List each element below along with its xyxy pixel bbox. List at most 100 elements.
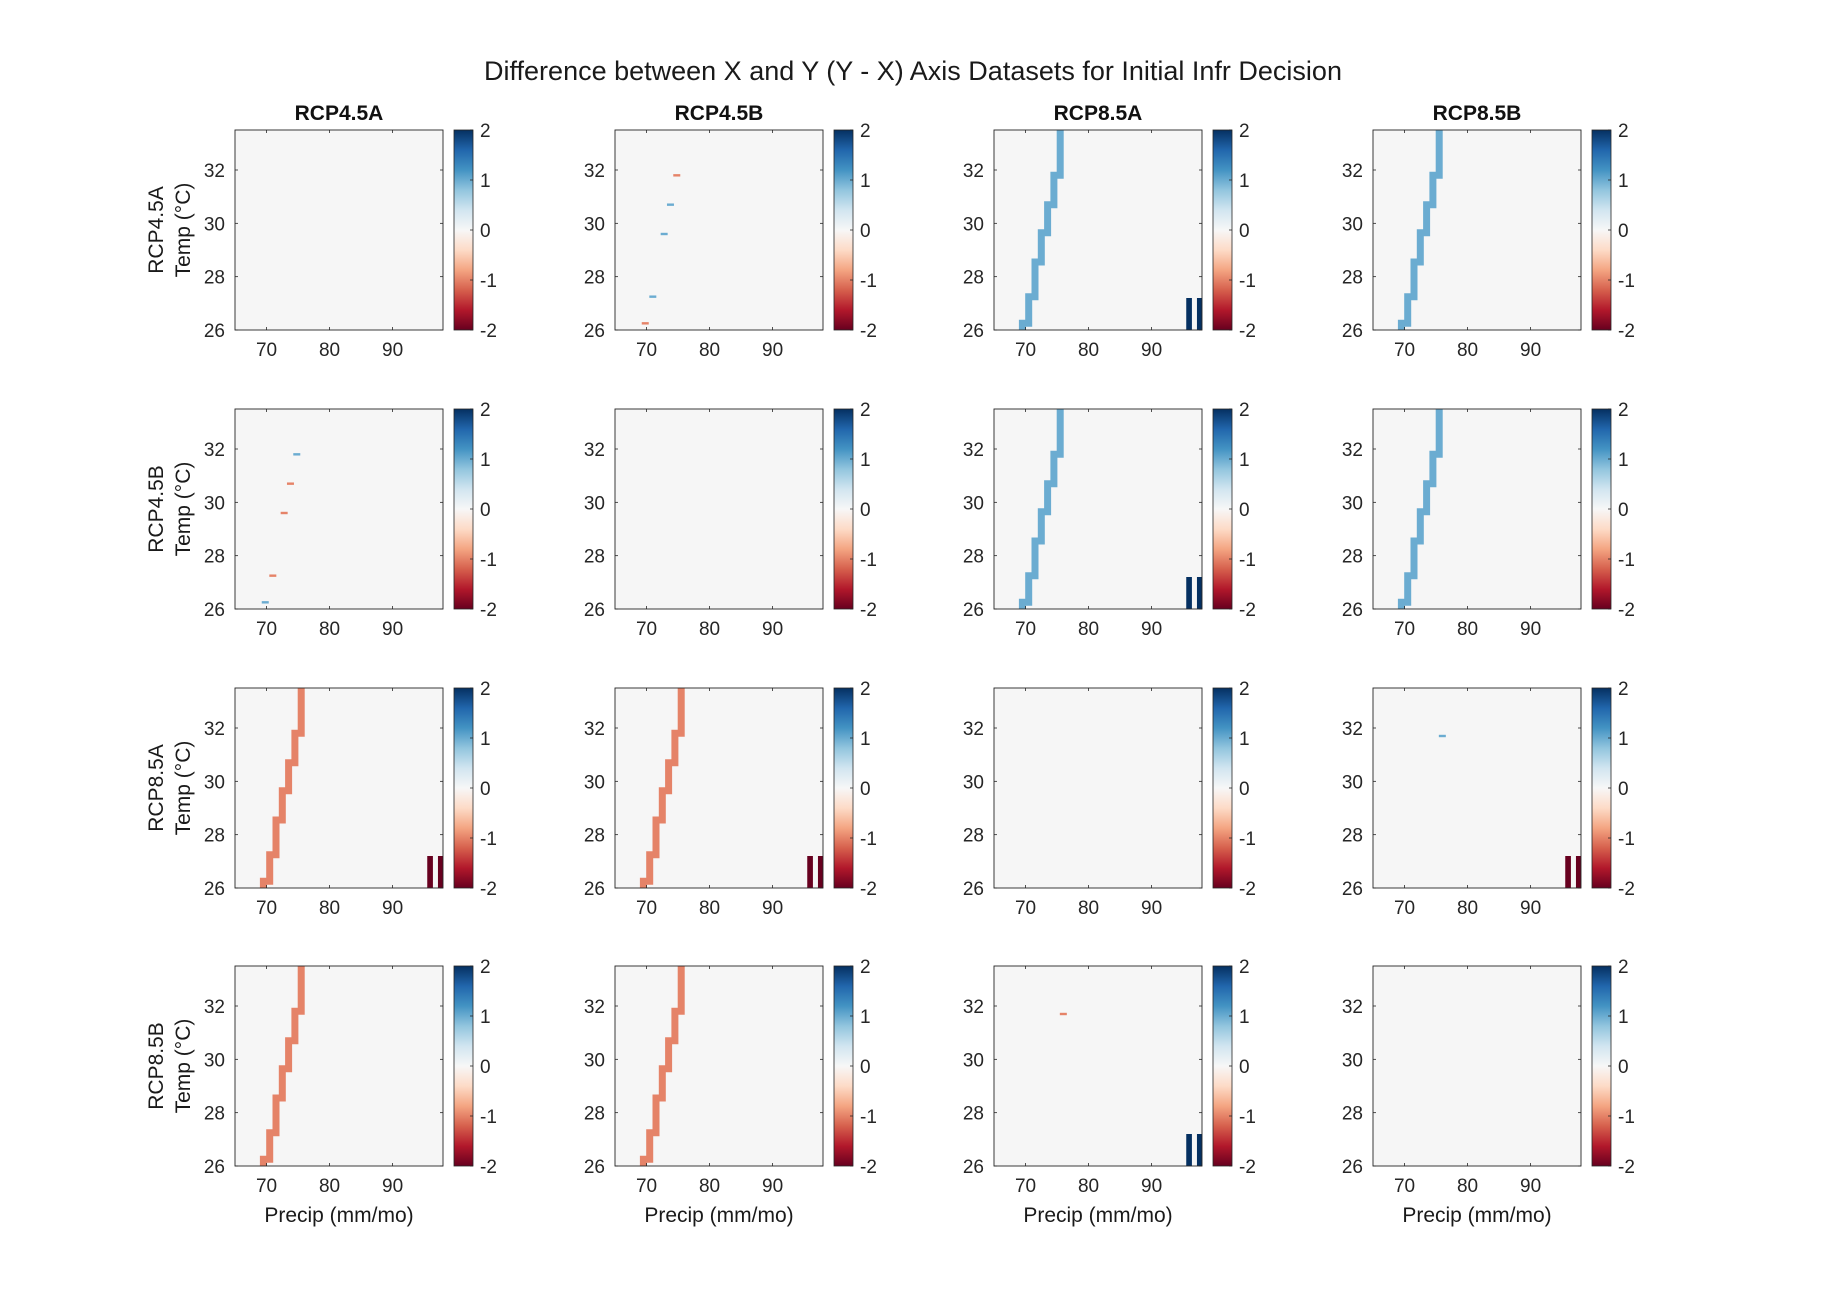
y-tick-label: 30 <box>584 214 605 235</box>
y-tick-label: 26 <box>963 600 984 621</box>
colorbar-tick-label: -2 <box>860 600 877 621</box>
plot-area <box>994 688 1202 888</box>
colorbar-tick-label: -1 <box>1618 271 1635 292</box>
colorbar-tick-label: 1 <box>1239 729 1250 750</box>
x-tick-label: 80 <box>1078 898 1099 919</box>
column-header: RCP4.5A <box>295 102 384 125</box>
x-tick-label: 90 <box>762 1176 783 1197</box>
y-tick-label: 28 <box>204 826 225 847</box>
colorbar-tick-label: 0 <box>1618 1057 1629 1078</box>
axes-frame <box>234 129 444 331</box>
colorbar-tick-label: 1 <box>1239 450 1250 471</box>
y-tick-label: 32 <box>1342 719 1363 740</box>
data-bar <box>437 856 443 888</box>
data-layer <box>1397 130 1443 330</box>
colorbar-tick-label: -2 <box>1239 1157 1256 1178</box>
x-axis-label: Precip (mm/mo) <box>264 1204 413 1227</box>
colorbar-tick-label: 2 <box>480 400 491 421</box>
staircase-band <box>639 688 685 888</box>
y-tick-label: 30 <box>204 1050 225 1071</box>
colorbar-tick-label: -1 <box>860 550 877 571</box>
staircase-band <box>259 966 305 1166</box>
colorbar-tick-label: 0 <box>480 779 491 800</box>
colorbar-tick-label: -2 <box>480 879 497 900</box>
colorbar-tick-label: -1 <box>1618 829 1635 850</box>
colorbar-tick-label: -1 <box>1239 550 1256 571</box>
y-axis-label: Temp (°C) <box>172 462 195 557</box>
staircase-band <box>1397 409 1443 609</box>
y-tick-label: 28 <box>963 268 984 289</box>
axes-frame <box>993 687 1203 889</box>
x-tick-label: 70 <box>256 619 277 640</box>
colorbar-tick-label: -2 <box>1239 879 1256 900</box>
x-axis-label: Precip (mm/mo) <box>644 1204 793 1227</box>
y-tick-label: 30 <box>963 1050 984 1071</box>
data-bar <box>807 856 813 888</box>
x-tick-label: 90 <box>1520 1176 1541 1197</box>
y-tick-label: 28 <box>584 1104 605 1125</box>
row-label: RCP8.5A Temp (°C) <box>145 741 195 836</box>
y-tick-label: 26 <box>204 600 225 621</box>
y-tick-label: 28 <box>204 547 225 568</box>
x-tick-label: 80 <box>319 898 340 919</box>
colorbar <box>834 966 853 1166</box>
staircase-band <box>259 688 305 888</box>
axes-frame <box>234 687 444 889</box>
colorbar-tick-label: -2 <box>1618 879 1635 900</box>
subplot-rcp45b-rcp85a: 70 80 90 26 28 30 32 2 1 0 -1 -2 <box>963 400 1256 640</box>
colorbar-tick-label: 0 <box>860 1057 871 1078</box>
y-tick-label: 26 <box>204 1157 225 1178</box>
data-cell <box>293 453 301 456</box>
x-tick-label: 80 <box>699 340 720 361</box>
y-tick-label: 26 <box>584 1157 605 1178</box>
y-tick-label: 26 <box>584 600 605 621</box>
subplot-rcp45b-rcp85b: 70 80 90 26 28 30 32 2 1 0 -1 -2 <box>1342 400 1635 640</box>
x-tick-label: 70 <box>1394 340 1415 361</box>
subplot-rcp85b-rcp85b: 70 80 90 26 28 30 32 2 1 0 -1 -2 Precip (mm/mo) <box>1342 957 1635 1227</box>
x-tick-label: 90 <box>1520 898 1541 919</box>
colorbar-tick-label: 1 <box>1618 450 1629 471</box>
x-tick-label: 80 <box>1457 340 1478 361</box>
colorbar <box>834 409 853 609</box>
data-bar <box>1196 1134 1202 1166</box>
colorbar-tick-label: 2 <box>480 121 491 142</box>
colorbar-tick-label: 2 <box>860 957 871 978</box>
y-tick-label: 28 <box>584 547 605 568</box>
y-tick-label: 30 <box>204 214 225 235</box>
y-tick-label: 32 <box>1342 997 1363 1018</box>
column-header: RCP8.5B <box>1433 102 1522 125</box>
y-tick-label: 28 <box>1342 547 1363 568</box>
x-tick-label: 70 <box>1015 619 1036 640</box>
colorbar-tick-label: 0 <box>1239 1057 1250 1078</box>
y-tick-label: 30 <box>204 493 225 514</box>
plot-area <box>1373 688 1581 888</box>
axes-frame <box>993 408 1203 610</box>
colorbar-tick-label: -1 <box>480 829 497 850</box>
colorbar-tick-label: 1 <box>1239 1007 1250 1028</box>
colorbar-tick-label: 2 <box>1239 400 1250 421</box>
x-tick-label: 90 <box>382 619 403 640</box>
axes-frame <box>234 408 444 610</box>
axes-frame <box>1372 687 1582 889</box>
y-tick-label: 32 <box>584 719 605 740</box>
colorbar-tick-label: 0 <box>860 779 871 800</box>
data-bar <box>1196 298 1202 330</box>
colorbar-tick-label: -1 <box>1239 1107 1256 1128</box>
y-tick-label: 32 <box>963 440 984 461</box>
y-tick-label: 30 <box>963 772 984 793</box>
x-axis-label: Precip (mm/mo) <box>1023 1204 1172 1227</box>
y-tick-label: 26 <box>1342 879 1363 900</box>
colorbar-tick-label: -2 <box>860 1157 877 1178</box>
colorbar-tick-label: 1 <box>480 171 491 192</box>
colorbar-tick-label: 0 <box>480 1057 491 1078</box>
colorbar-tick-label: -2 <box>480 1157 497 1178</box>
colorbar-tick-label: 2 <box>480 679 491 700</box>
colorbar <box>454 130 473 330</box>
data-cell <box>660 232 668 236</box>
x-tick-label: 90 <box>1141 1176 1162 1197</box>
row-label: RCP4.5B Temp (°C) <box>145 462 195 557</box>
y-tick-label: 32 <box>963 719 984 740</box>
colorbar-tick-label: 2 <box>1618 400 1629 421</box>
y-tick-label: 28 <box>963 826 984 847</box>
data-layer <box>641 174 681 325</box>
